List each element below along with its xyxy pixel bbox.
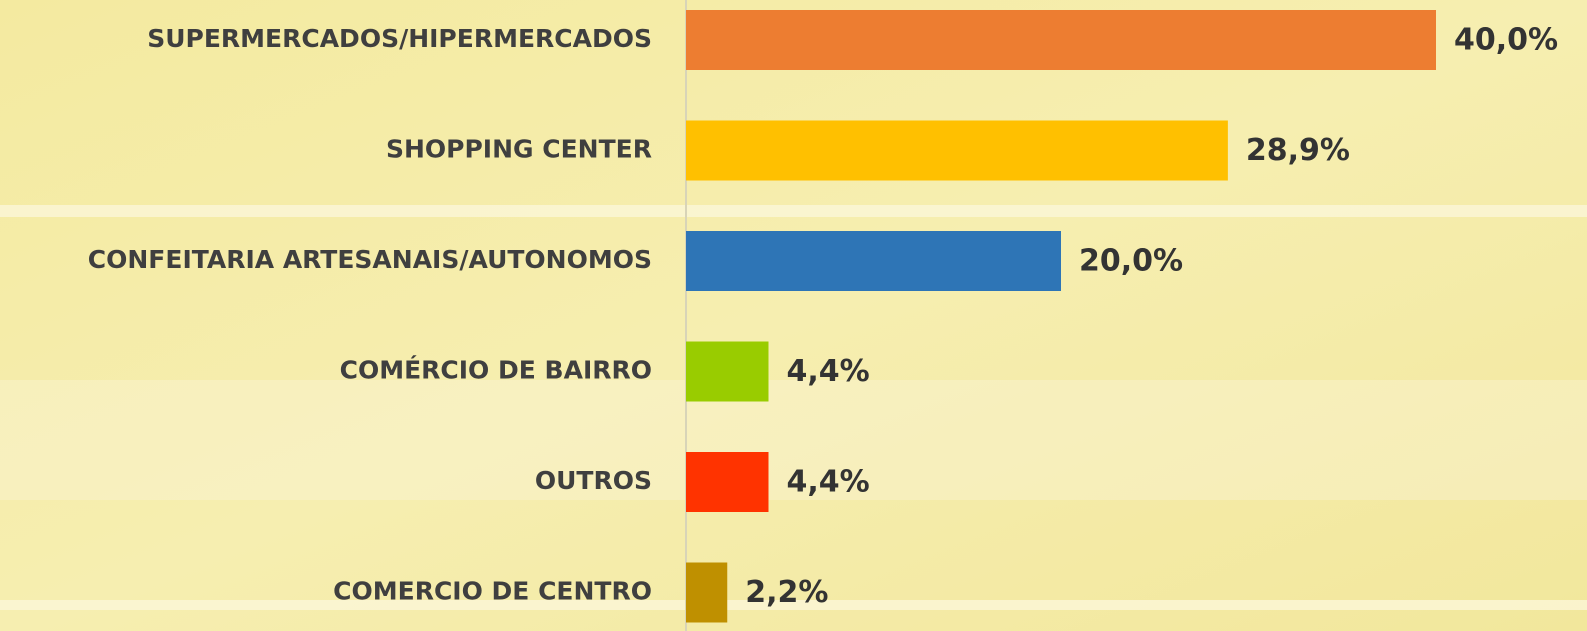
texture (0, 380, 1587, 500)
plank-seam (0, 205, 1587, 217)
bar (686, 562, 728, 623)
category-label: OUTROS (535, 466, 652, 495)
bar (686, 10, 1436, 70)
bar (686, 231, 1061, 291)
category-label: SHOPPING CENTER (386, 135, 652, 164)
value-label: 4,4% (787, 354, 870, 389)
bar (686, 120, 1228, 181)
category-label: COMERCIO DE CENTRO (333, 577, 652, 606)
value-label: 28,9% (1246, 133, 1350, 168)
category-label: COMÉRCIO DE BAIRRO (340, 356, 652, 385)
category-label: CONFEITARIA ARTESANAIS/AUTONOMOS (88, 245, 652, 274)
value-label: 4,4% (787, 465, 870, 500)
plank-seam (0, 600, 1587, 610)
value-label: 2,2% (745, 575, 828, 610)
bar (686, 341, 769, 402)
bar (686, 452, 769, 512)
value-label: 20,0% (1079, 244, 1183, 279)
category-label: SUPERMERCADOS/HIPERMERCADOS (147, 24, 652, 53)
value-label: 40,0% (1454, 23, 1558, 58)
